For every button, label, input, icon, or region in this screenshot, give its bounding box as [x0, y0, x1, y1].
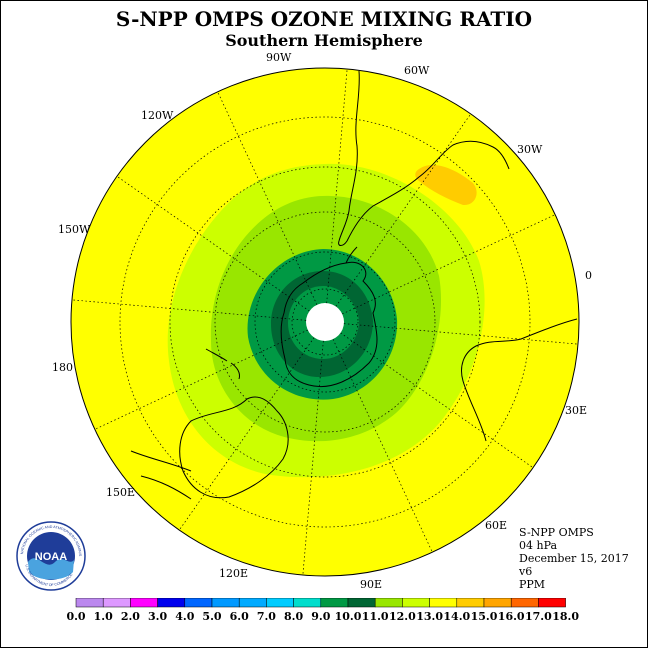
- colorbar-tick-label: 16.0: [498, 610, 525, 623]
- meridian-line: [340, 332, 534, 468]
- lon-label-30E: 30E: [565, 404, 587, 417]
- colorbar-swatch: [184, 598, 213, 608]
- noaa-logo: NOAA NATIONAL OCEANIC AND ATMOSPHERIC AD…: [15, 520, 86, 591]
- lon-label-150W: 150W: [58, 223, 91, 236]
- latitude-circle: [169, 166, 481, 478]
- colorbar-swatch: [510, 598, 539, 608]
- colorbar-swatch: [456, 598, 485, 608]
- colorbar-swatch: [157, 598, 186, 608]
- meridian-line: [326, 68, 348, 304]
- meridian-line: [217, 91, 318, 305]
- indonesia-coast: [130, 450, 192, 500]
- colorbar-tick-label: 5.0: [202, 610, 221, 623]
- units-label: PPM: [519, 578, 546, 591]
- ozone-contour-13-14: [415, 164, 477, 206]
- antarctic-peninsula-coast: [345, 246, 358, 264]
- lon-label-120W: 120W: [141, 109, 174, 122]
- colorbar-tick-label: 14.0: [443, 610, 470, 623]
- meridian-line: [71, 299, 307, 321]
- colorbar-swatch: [293, 598, 322, 608]
- colorbar-swatch: [102, 598, 131, 608]
- colorbar-swatch: [320, 598, 349, 608]
- lon-label-30W: 30W: [517, 143, 543, 156]
- colorbar-tick-label: 13.0: [416, 610, 443, 623]
- version-label: v6: [519, 565, 533, 578]
- lon-label-180: 180: [52, 361, 73, 374]
- colorbar-tick-label: 12.0: [389, 610, 416, 623]
- latitude-circle: [119, 116, 531, 528]
- latitude-circle: [214, 211, 436, 433]
- colorbar-swatch: [429, 598, 458, 608]
- latitude-circle: [254, 251, 396, 393]
- colorbar-tick-label: 6.0: [230, 610, 249, 623]
- colorbar-tick-label: 18.0: [552, 610, 579, 623]
- colorbar-tick-label: 9.0: [311, 610, 330, 623]
- meridian-line: [302, 340, 324, 576]
- colorbar-tick-label: 2.0: [121, 610, 140, 623]
- colorbar-tick-label: 8.0: [284, 610, 303, 623]
- meridians: [71, 68, 579, 576]
- colorbar-swatch: [130, 598, 158, 608]
- colorbar-swatches: [75, 598, 566, 608]
- lon-label-90W: 90W: [266, 51, 292, 64]
- colorbar-swatch: [538, 598, 566, 608]
- pressure-level-label: 04 hPa: [519, 539, 558, 552]
- new-zealand-coast: [205, 348, 240, 380]
- map-border-circle: [70, 67, 580, 577]
- colorbar-swatch: [266, 598, 294, 608]
- colorbar-tick-label: 1.0: [94, 610, 113, 623]
- colorbar-swatch: [374, 598, 403, 608]
- africa-coast: [461, 318, 578, 442]
- colorbar-tick-label: 0.0: [66, 610, 85, 623]
- latitude-circle: [291, 288, 359, 356]
- meridian-line: [179, 337, 315, 531]
- graticule: [71, 68, 579, 576]
- meridian-line: [343, 323, 579, 345]
- colorbar-tick-label: 7.0: [257, 610, 276, 623]
- colorbar-tick-label: 10.0: [335, 610, 362, 623]
- meridian-line: [342, 214, 556, 315]
- colorbar-swatch: [402, 598, 430, 608]
- lon-label-150E: 150E: [106, 486, 135, 499]
- colorbar-swatch: [347, 598, 376, 608]
- colorbar-tick-label: 17.0: [525, 610, 552, 623]
- lon-label-120E: 120E: [219, 567, 248, 580]
- info-block: S-NPP OMPS 04 hPa December 15, 2017 v6 P…: [519, 526, 629, 591]
- colorbar-swatch: [238, 598, 267, 608]
- coastlines: [130, 70, 578, 500]
- instrument-label: S-NPP OMPS: [519, 526, 594, 539]
- polar-cap-no-data: [306, 303, 344, 341]
- wave-icon: [28, 558, 74, 580]
- lon-label-60W: 60W: [404, 64, 430, 77]
- lon-label-90E: 90E: [360, 578, 382, 591]
- meridian-line: [94, 329, 308, 430]
- south-america-coast: [338, 70, 510, 246]
- date-label: December 15, 2017: [519, 552, 629, 565]
- australia-coast: [179, 396, 289, 499]
- colorbar-tick-label: 4.0: [175, 610, 194, 623]
- colorbar: 0.0 1.0 2.0 3.0 4.0 5.0 6.0 7.0 8.0 9.0 10.0 11.0 12…: [66, 598, 579, 623]
- map-subtitle: Southern Hemisphere: [225, 31, 423, 50]
- logo-wordmark: NOAA: [35, 551, 67, 563]
- lon-label-60E: 60E: [485, 519, 507, 532]
- antarctica-coast: [280, 261, 378, 387]
- meridian-line: [332, 339, 433, 553]
- colorbar-swatch: [483, 598, 512, 608]
- colorbar-tick-label: 15.0: [471, 610, 498, 623]
- colorbar-tick-label: 11.0: [362, 610, 389, 623]
- colorbar-tick-label: 3.0: [148, 610, 167, 623]
- map-title: S-NPP OMPS OZONE MIXING RATIO: [115, 7, 533, 31]
- colorbar-swatch: [75, 598, 104, 608]
- lon-label-0: 0: [585, 269, 592, 282]
- colorbar-labels: 0.0 1.0 2.0 3.0 4.0 5.0 6.0 7.0 8.0 9.0 10.0 11.0 12…: [66, 610, 579, 623]
- colorbar-swatch: [211, 598, 240, 608]
